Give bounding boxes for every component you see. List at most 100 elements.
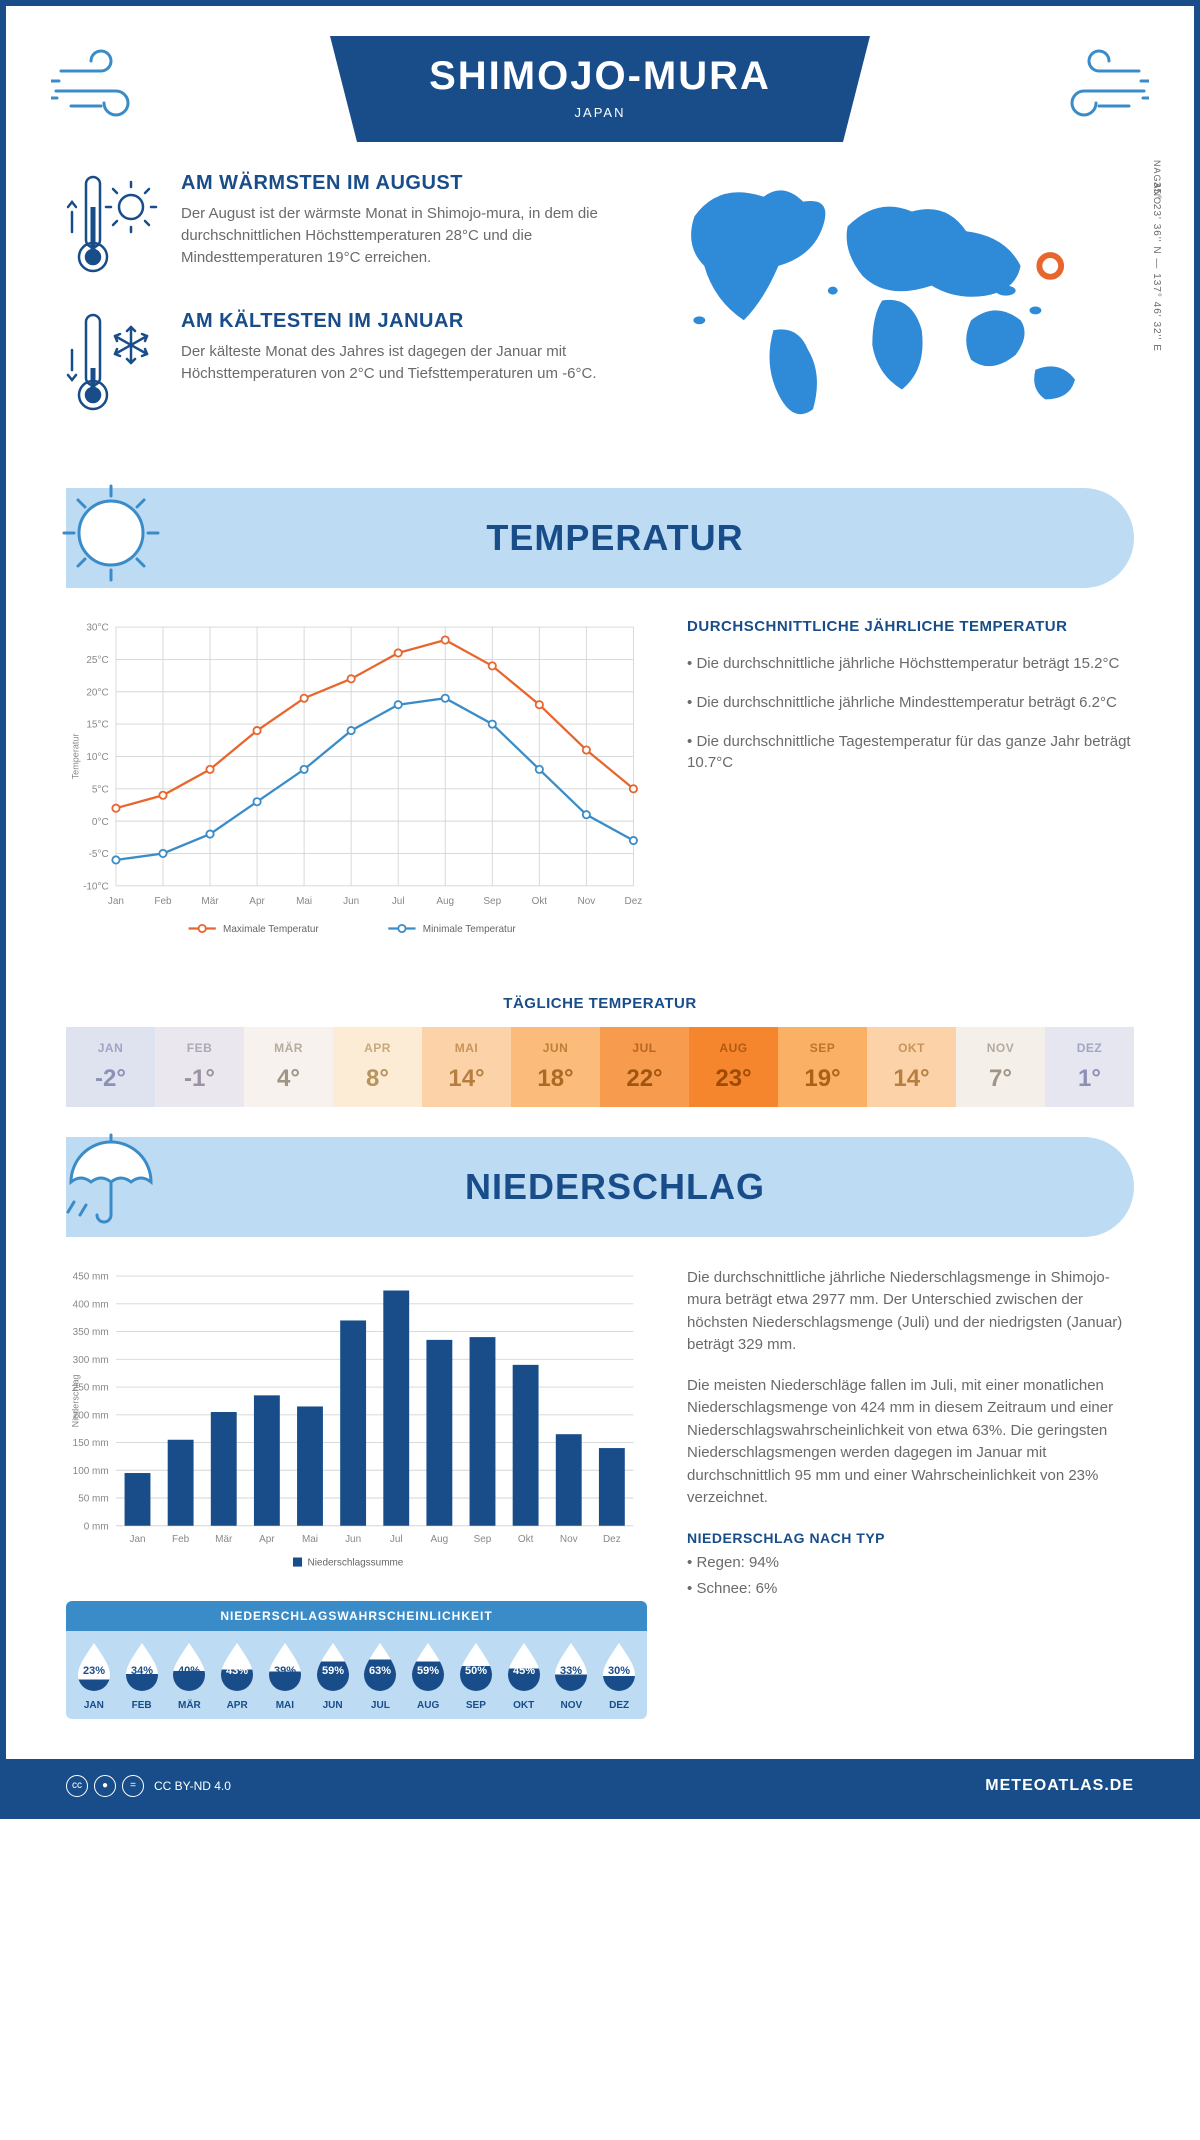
thermometer-hot-icon <box>66 172 161 282</box>
svg-text:20°C: 20°C <box>86 687 108 698</box>
license-block: cc ● = CC BY-ND 4.0 <box>66 1775 231 1797</box>
coords-label: 35° 23' 36'' N — 137° 46' 32'' E <box>1151 182 1162 352</box>
svg-text:Mär: Mär <box>215 1534 233 1545</box>
daily-cell: OKT14° <box>867 1027 956 1107</box>
svg-text:Nov: Nov <box>578 896 596 907</box>
prob-cell: 34% FEB <box>118 1641 166 1711</box>
svg-text:Aug: Aug <box>436 896 454 907</box>
prob-cell: 59% JUN <box>309 1641 357 1711</box>
prob-cell: 33% NOV <box>548 1641 596 1711</box>
prob-cell: 39% MAI <box>261 1641 309 1711</box>
temp-facts-title: DURCHSCHNITTLICHE JÄHRLICHE TEMPERATUR <box>687 618 1134 635</box>
raindrop-icon: 40% <box>169 1641 209 1691</box>
svg-text:0°C: 0°C <box>92 817 109 828</box>
coldest-title: AM KÄLTESTEN IM JANUAR <box>181 310 610 333</box>
svg-text:Apr: Apr <box>259 1534 275 1545</box>
daily-cell: JUN18° <box>511 1027 600 1107</box>
precip-text: Die durchschnittliche jährliche Niedersc… <box>687 1267 1134 1719</box>
sun-icon <box>56 478 166 588</box>
temperature-chart: -10°C-5°C0°C5°C10°C15°C20°C25°C30°CJanFe… <box>66 618 647 950</box>
warmest-text: Der August ist der wärmste Monat in Shim… <box>181 203 610 268</box>
country-label: JAPAN <box>400 105 800 120</box>
svg-text:Sep: Sep <box>474 1534 492 1545</box>
temp-fact-2: • Die durchschnittliche jährliche Mindes… <box>687 692 1134 713</box>
svg-text:23%: 23% <box>83 1665 105 1677</box>
prob-cell: 23% JAN <box>70 1641 118 1711</box>
daily-cell: DEZ1° <box>1045 1027 1134 1107</box>
svg-text:40%: 40% <box>178 1665 200 1677</box>
svg-text:100 mm: 100 mm <box>73 1466 109 1477</box>
temp-fact-3: • Die durchschnittliche Tagestemperatur … <box>687 731 1134 773</box>
svg-text:0 mm: 0 mm <box>84 1521 109 1532</box>
infographic-frame: SHIMOJO-MURA JAPAN <box>0 0 1200 1819</box>
climate-facts: AM WÄRMSTEN IM AUGUST Der August ist der… <box>66 172 610 448</box>
footer: cc ● = CC BY-ND 4.0 METEOATLAS.DE <box>6 1759 1194 1813</box>
svg-text:59%: 59% <box>322 1665 344 1677</box>
world-map-block: NAGANO 35° 23' 36'' N — 137° 46' 32'' E <box>640 172 1134 448</box>
raindrop-icon: 33% <box>551 1641 591 1691</box>
svg-text:Nov: Nov <box>560 1534 578 1545</box>
daily-cell: MÄR4° <box>244 1027 333 1107</box>
svg-text:34%: 34% <box>131 1665 153 1677</box>
temp-fact-1: • Die durchschnittliche jährliche Höchst… <box>687 653 1134 674</box>
svg-text:450 mm: 450 mm <box>73 1272 109 1283</box>
raindrop-icon: 45% <box>504 1641 544 1691</box>
svg-text:Dez: Dez <box>625 896 643 907</box>
location-title: SHIMOJO-MURA <box>400 54 800 99</box>
prob-cell: 63% JUL <box>357 1641 405 1711</box>
svg-text:Niederschlagssumme: Niederschlagssumme <box>307 1558 403 1569</box>
raindrop-icon: 63% <box>360 1641 400 1691</box>
warmest-title: AM WÄRMSTEN IM AUGUST <box>181 172 610 195</box>
svg-text:Jul: Jul <box>392 896 405 907</box>
title-banner: SHIMOJO-MURA JAPAN <box>330 36 870 142</box>
svg-text:Maximale Temperatur: Maximale Temperatur <box>223 924 319 935</box>
svg-text:-5°C: -5°C <box>89 849 109 860</box>
precip-type-title: NIEDERSCHLAG NACH TYP <box>687 1530 1134 1546</box>
svg-text:39%: 39% <box>274 1665 296 1677</box>
svg-text:Niederschlag: Niederschlag <box>71 1374 81 1427</box>
svg-text:50 mm: 50 mm <box>78 1493 108 1504</box>
svg-text:300 mm: 300 mm <box>73 1355 109 1366</box>
warmest-fact: AM WÄRMSTEN IM AUGUST Der August ist der… <box>66 172 610 282</box>
intro-section: AM WÄRMSTEN IM AUGUST Der August ist der… <box>6 152 1194 468</box>
daily-cell: NOV7° <box>956 1027 1045 1107</box>
svg-text:10°C: 10°C <box>86 752 108 763</box>
svg-text:Jul: Jul <box>390 1534 403 1545</box>
raindrop-icon: 59% <box>313 1641 353 1691</box>
precip-p1: Die durchschnittliche jährliche Niedersc… <box>687 1267 1134 1357</box>
svg-text:Jun: Jun <box>345 1534 361 1545</box>
site-name: METEOATLAS.DE <box>985 1777 1134 1795</box>
svg-text:50%: 50% <box>465 1665 487 1677</box>
svg-text:Minimale Temperatur: Minimale Temperatur <box>423 924 517 935</box>
daily-temp-table: JAN-2° FEB-1° MÄR4° APR8° MAI14° JUN18° … <box>66 1027 1134 1107</box>
svg-text:350 mm: 350 mm <box>73 1327 109 1338</box>
svg-text:Mär: Mär <box>201 896 219 907</box>
svg-text:400 mm: 400 mm <box>73 1299 109 1310</box>
coldest-fact: AM KÄLTESTEN IM JANUAR Der kälteste Mona… <box>66 310 610 420</box>
cc-icons: cc ● = <box>66 1775 144 1797</box>
prob-cell: 45% OKT <box>500 1641 548 1711</box>
daily-temp-title: TÄGLICHE TEMPERATUR <box>6 995 1194 1012</box>
svg-text:Jan: Jan <box>108 896 124 907</box>
svg-text:Jan: Jan <box>129 1534 145 1545</box>
section-header-precip: NIEDERSCHLAG <box>66 1137 1134 1237</box>
section-title: NIEDERSCHLAG <box>176 1166 1134 1208</box>
temperature-row: -10°C-5°C0°C5°C10°C15°C20°C25°C30°CJanFe… <box>6 618 1194 980</box>
section-header-temperature: TEMPERATUR <box>66 488 1134 588</box>
umbrella-icon <box>56 1127 166 1237</box>
prob-cell: 43% APR <box>213 1641 261 1711</box>
daily-cell: JAN-2° <box>66 1027 155 1107</box>
daily-cell: APR8° <box>333 1027 422 1107</box>
wind-icon <box>1039 46 1149 126</box>
thermometer-cold-icon <box>66 310 161 420</box>
by-icon: ● <box>94 1775 116 1797</box>
raindrop-icon: 23% <box>74 1641 114 1691</box>
precip-type-1: • Regen: 94% <box>687 1552 1134 1575</box>
precip-p2: Die meisten Niederschläge fallen im Juli… <box>687 1375 1134 1510</box>
svg-text:Dez: Dez <box>603 1534 621 1545</box>
svg-text:Okt: Okt <box>518 1534 534 1545</box>
temperature-facts: DURCHSCHNITTLICHE JÄHRLICHE TEMPERATUR •… <box>687 618 1134 950</box>
svg-text:25°C: 25°C <box>86 655 108 666</box>
world-map-icon <box>640 172 1134 429</box>
svg-text:63%: 63% <box>369 1665 391 1677</box>
